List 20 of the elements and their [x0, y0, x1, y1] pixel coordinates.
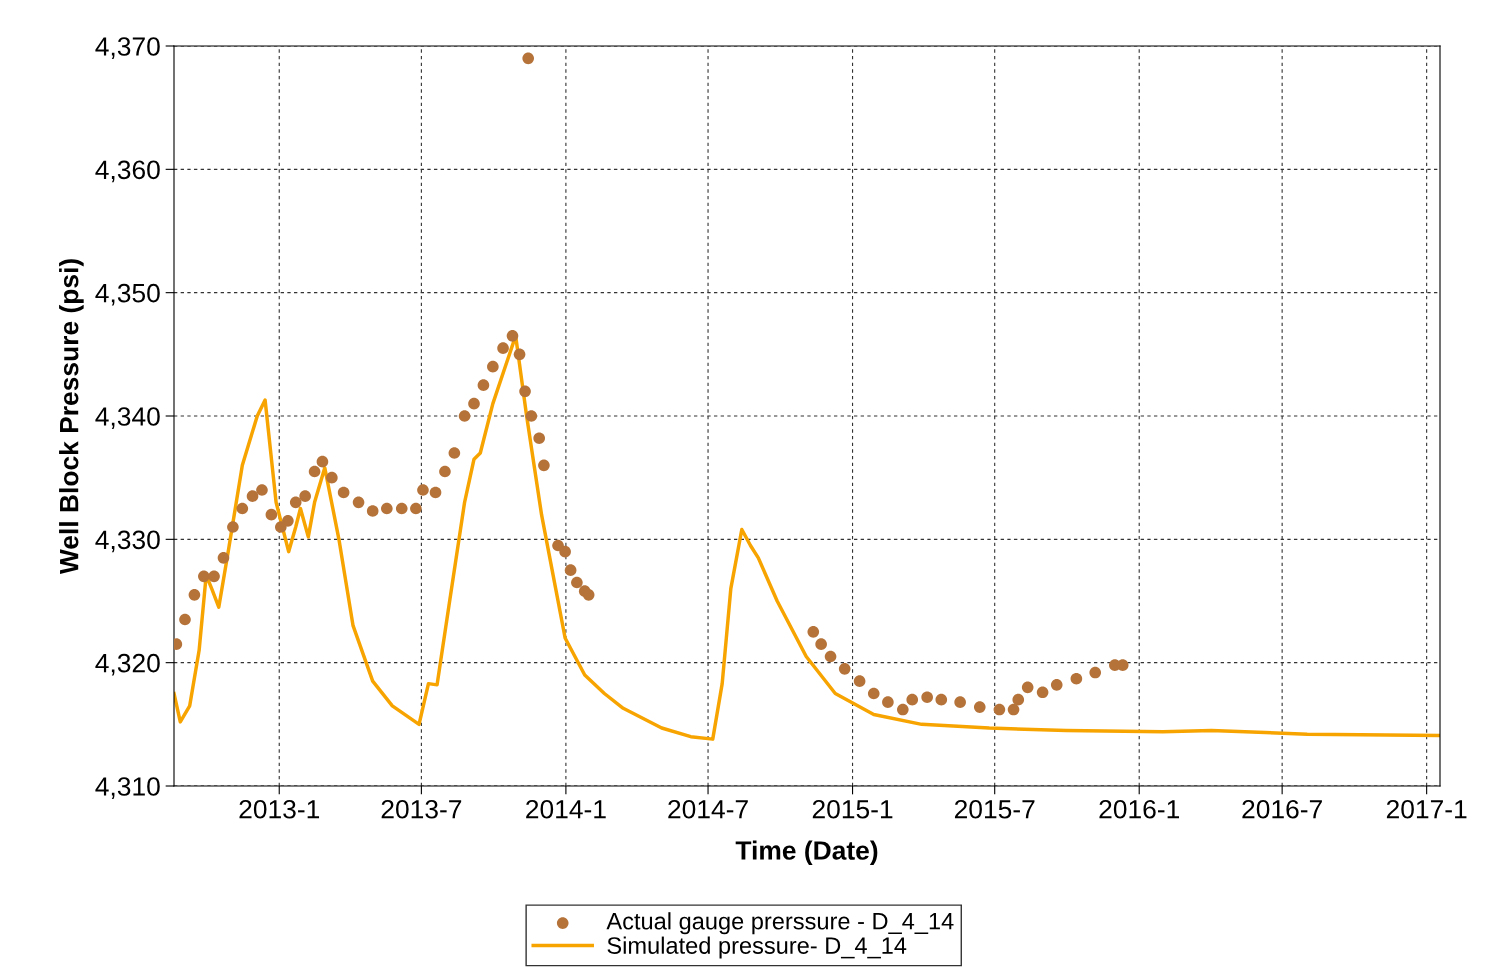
x-tick-label: 2017-1 — [1386, 799, 1467, 819]
x-tick-label: 2013-1 — [239, 799, 320, 819]
legend-label: Actual gauge prerssure - D_4_14 — [606, 912, 954, 935]
x-tick-label: 2016-7 — [1242, 799, 1322, 819]
x-tick-label: 2014-1 — [526, 799, 606, 819]
x-tick-label: 2015-7 — [954, 799, 1035, 819]
y-tick-label: 4,350 — [95, 283, 160, 306]
x-tick-label: 2014-7 — [668, 799, 748, 819]
y-tick-label: 4,330 — [95, 530, 160, 553]
y-tick-label: 4,320 — [95, 653, 160, 676]
x-tick-label: 2013-7 — [381, 799, 462, 819]
y-axis-title: Well Block Pressure (psi) — [59, 259, 84, 575]
x-axis-title: Time (Date) — [735, 840, 878, 866]
y-tick-label: 4,310 — [95, 777, 160, 799]
y-tick-label: 4,340 — [95, 407, 160, 429]
x-tick-label: 2015-1 — [812, 799, 893, 819]
x-tick-label: 2016-1 — [1099, 799, 1180, 819]
y-tick-label: 4,370 — [95, 37, 160, 59]
legend-label: Simulated pressure- D_4_14 — [607, 936, 907, 959]
y-tick-label: 4,360 — [95, 160, 160, 183]
